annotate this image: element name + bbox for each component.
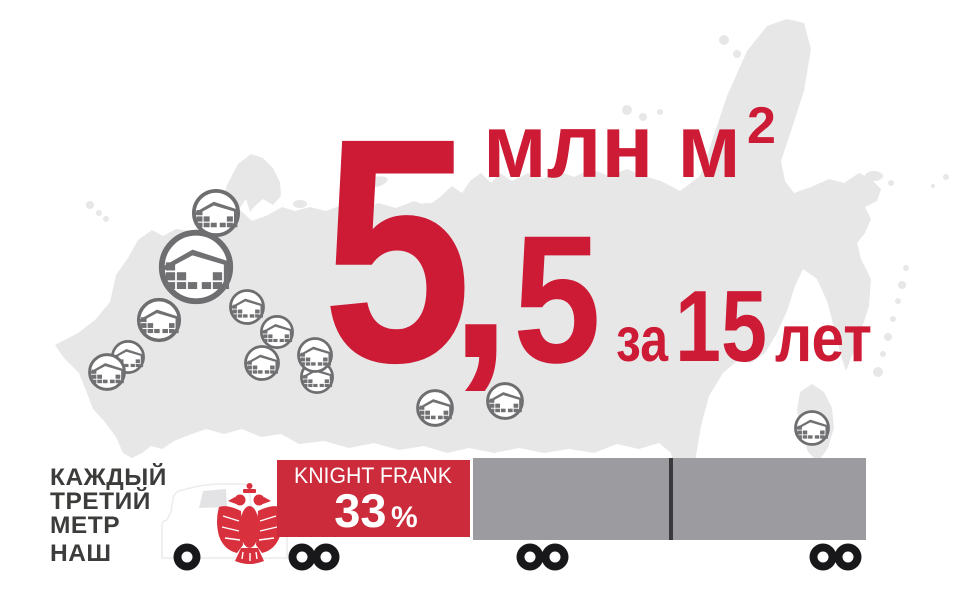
double-headed-eagle-icon [217,483,282,564]
trailer-segment-3 [673,458,866,540]
slogan-line-4: НАШ [50,540,112,567]
wheel [288,543,316,571]
warehouse-icon [135,297,183,343]
slogan: КАЖДЫЙ ТРЕТИЙ МЕТР НАШ [50,463,167,567]
headline-period-prefix: за [616,305,669,375]
wheel [173,543,201,571]
warehouse-icon [793,410,831,446]
market-share-value: 33 [334,484,386,537]
headline-unit-exponent: 2 [747,97,776,155]
slogan-line-2: ТРЕТИЙ [50,487,151,515]
russia-mainland-shape [55,19,881,503]
headline-period-value: 15 [675,271,767,383]
warehouse-icon [160,233,232,301]
warehouse-icon [190,189,242,237]
arctic-islands [86,35,949,222]
truck: KNIGHT FRANK 33 % [161,458,866,571]
wheel [516,543,544,571]
wheel [809,543,837,571]
warehouse-icon [259,315,295,349]
truck-wheels [173,543,862,571]
wheel [541,543,569,571]
slogan-line-1: КАЖДЫЙ [50,463,167,491]
knight-frank-label: KNIGHT FRANK [294,463,452,488]
kuril-islands [873,265,909,377]
warehouse-icon [228,289,266,325]
headline-unit: млн м [483,97,741,197]
trailer-segment-2 [473,458,669,540]
trailer-divider [669,458,673,540]
trailer-segment-knight-frank [277,460,470,537]
market-share-label: 33 % [334,484,417,537]
slogan-line-3: МЕТР [50,512,120,539]
market-share-unit: % [391,501,418,534]
headline-period-unit: лет [775,301,872,375]
headline: 5 , 5 млн м 2 за 15 лет [322,71,872,429]
headline-fraction: 5 [513,197,601,401]
wheel [312,543,340,571]
truck-cab-window [199,489,227,508]
wheel [834,543,862,571]
warehouse-icon [87,353,127,391]
headline-separator: , [450,158,511,404]
russia-map [55,19,949,503]
warehouse-icon [243,345,281,381]
headline-integer: 5 [322,71,472,429]
